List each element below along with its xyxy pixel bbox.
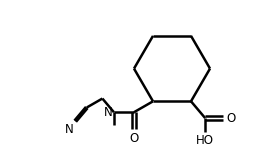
Text: N: N <box>65 123 73 136</box>
Text: HO: HO <box>196 135 214 148</box>
Text: N: N <box>104 106 113 119</box>
Text: O: O <box>129 132 139 145</box>
Text: O: O <box>226 112 235 125</box>
